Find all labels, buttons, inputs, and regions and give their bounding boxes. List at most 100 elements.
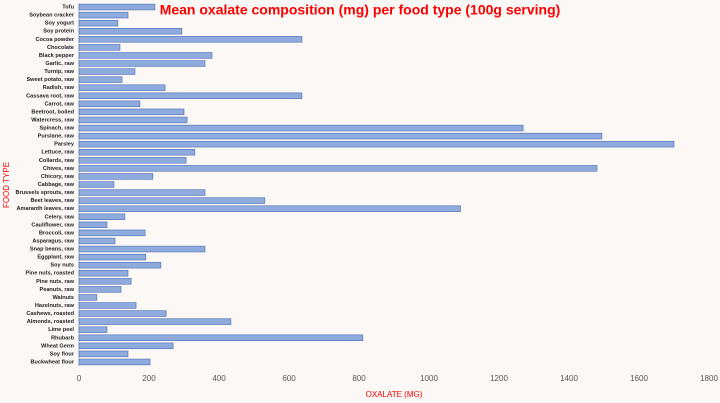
y-tick-label: Soybean cracker	[29, 13, 75, 19]
bar	[78, 132, 603, 140]
y-axis-title: FOOD TYPE	[2, 162, 11, 208]
bar	[78, 60, 206, 67]
x-tick-label: 800	[352, 374, 366, 383]
bar	[78, 213, 126, 220]
bar	[78, 237, 116, 245]
y-tick-label: Watercress, raw	[31, 117, 74, 123]
y-tick-label: Chives, raw	[43, 166, 75, 172]
bar	[78, 253, 147, 261]
bar	[78, 76, 123, 83]
x-tick-label: 1800	[700, 374, 718, 383]
bar	[78, 100, 141, 108]
y-tick-label: Purslane, raw	[38, 134, 75, 140]
bar	[78, 149, 196, 156]
bar	[78, 181, 115, 188]
bar	[78, 286, 122, 293]
y-tick-label: Soy nuts	[50, 263, 74, 269]
x-tick-label: 600	[282, 374, 296, 383]
y-tick-label: Cauliflower, raw	[31, 222, 74, 228]
x-tick-label: 200	[142, 374, 156, 383]
y-tick-label: Beet leaves, raw	[30, 198, 74, 204]
y-tick-label: Pine nuts, roasted	[26, 271, 75, 277]
bar	[78, 68, 136, 75]
y-tick-label: Black pepper	[39, 53, 75, 59]
bar	[78, 229, 146, 237]
y-tick-label: Wheat Germ	[41, 343, 74, 349]
bar	[78, 278, 132, 285]
x-axis-title: OXALATE (MG)	[366, 390, 423, 399]
y-tick-label: Collards, raw	[39, 158, 75, 164]
bar	[78, 270, 129, 277]
y-tick-label: Turnip, raw	[44, 69, 74, 75]
y-tick-label: Rhubarb	[51, 335, 75, 341]
bar	[78, 189, 206, 196]
bar	[78, 28, 183, 35]
bar	[78, 11, 129, 19]
y-tick-label: Garlic, raw	[45, 61, 74, 67]
bar	[78, 342, 174, 350]
y-tick-label: Cabbage, raw	[38, 182, 75, 188]
y-tick-label: Cashews, roasted	[26, 311, 74, 317]
y-tick-label: Brussels sprouts, raw	[16, 190, 75, 196]
y-tick-label: Walnuts	[52, 295, 74, 301]
bar	[78, 84, 166, 91]
y-tick-label: Tofu	[62, 5, 74, 11]
y-tick-label: Pine nuts, raw	[36, 279, 75, 285]
y-tick-label: Eggplant, raw	[37, 255, 74, 261]
bar	[78, 157, 187, 164]
y-tick-label: Cocoa powder	[35, 37, 74, 43]
y-tick-label: Amaranth leaves, raw	[16, 206, 74, 212]
bar	[78, 165, 598, 172]
y-tick-label: Buckwheat flour	[30, 359, 74, 365]
bar	[78, 197, 266, 204]
bar	[78, 358, 151, 366]
bar	[78, 116, 188, 124]
y-tick-label: Snap beans, raw	[30, 247, 75, 253]
y-tick-label: Soy flour	[50, 351, 75, 357]
bar	[78, 261, 162, 269]
y-tick-label: Soy yogurt	[45, 21, 74, 27]
bar	[78, 44, 121, 51]
bar	[78, 334, 364, 341]
x-tick-label: 400	[212, 374, 226, 383]
bar	[78, 108, 185, 116]
bar	[78, 350, 129, 358]
bar	[78, 310, 167, 317]
x-tick-label: 1200	[490, 374, 508, 383]
bar	[78, 124, 524, 132]
y-tick-label: Celery, raw	[45, 214, 75, 220]
y-tick-label: Sweet potato, raw	[26, 77, 74, 83]
y-tick-label: Lime peel	[48, 327, 74, 333]
x-tick-label: 1400	[560, 374, 578, 383]
x-tick-label: 1000	[420, 374, 438, 383]
bar	[78, 19, 119, 27]
x-tick-label: 0	[77, 374, 82, 383]
bar	[78, 318, 232, 325]
y-tick-label: Radish, raw	[43, 85, 75, 91]
chart-title: Mean oxalate composition (mg) per food t…	[160, 2, 561, 18]
y-tick-label: Chicory, raw	[41, 174, 75, 180]
y-tick-label: Peanuts, raw	[39, 287, 74, 293]
bar	[78, 52, 213, 59]
y-tick-label: Parsley	[54, 142, 75, 148]
bar	[78, 302, 137, 309]
bar	[78, 326, 108, 333]
y-tick-label: Beetroot, boiled	[31, 109, 74, 115]
y-tick-label: Soy protein	[43, 29, 74, 35]
y-tick-label: Cassava root, raw	[26, 93, 75, 99]
y-tick-label: Broccoli, raw	[39, 230, 75, 236]
y-tick-label: Spinach, raw	[39, 126, 74, 132]
y-tick-label: Carrot, raw	[44, 101, 74, 107]
bar	[78, 92, 303, 99]
y-tick-label: Hazelnuts, raw	[35, 303, 75, 309]
y-tick-label: Asparagus, raw	[32, 238, 74, 244]
bar	[78, 205, 461, 212]
bar	[78, 36, 303, 43]
bar	[78, 3, 156, 11]
bar	[78, 245, 206, 253]
bar	[78, 294, 98, 301]
y-tick-label: Almonds, roasted	[27, 319, 75, 325]
x-tick-label: 1600	[630, 374, 648, 383]
y-tick-label: Lettuce, raw	[41, 150, 74, 156]
